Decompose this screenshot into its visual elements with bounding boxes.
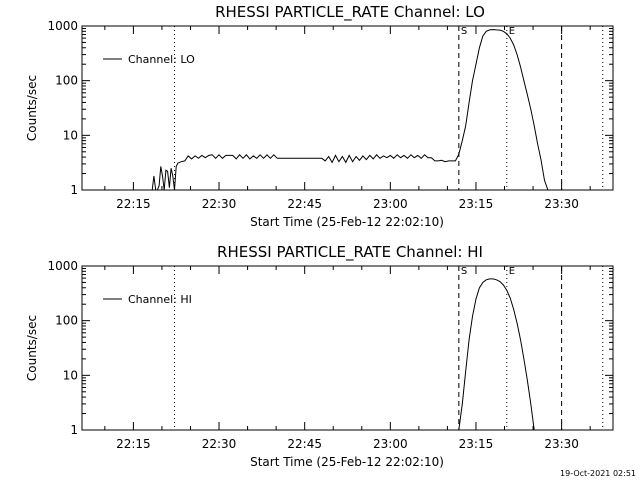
chart-panel-lo: RHESSI PARTICLE_RATE Channel: LO Start T… bbox=[25, 3, 614, 229]
x-tick-label-lo: 22:45 bbox=[287, 197, 322, 211]
y-axis-label-hi: Counts/sec bbox=[25, 315, 39, 381]
x-tick-label-lo: 23:15 bbox=[459, 197, 494, 211]
chart-title-hi: RHESSI PARTICLE_RATE Channel: HI bbox=[217, 243, 483, 262]
y-tick-label-lo: 1 bbox=[70, 183, 78, 197]
chart-panel-hi: RHESSI PARTICLE_RATE Channel: HI Start T… bbox=[25, 243, 614, 469]
footer-timestamp: 19-Oct-2021 02:51 bbox=[560, 469, 636, 478]
x-tick-label-hi: 22:30 bbox=[202, 437, 237, 451]
x-tick-label-hi: 22:45 bbox=[287, 437, 322, 451]
x-tick-label-hi: 22:15 bbox=[116, 437, 151, 451]
y-tick-label-hi: 10 bbox=[63, 368, 78, 382]
x-tick-label-lo: 22:30 bbox=[202, 197, 237, 211]
x-tick-label-lo: 23:30 bbox=[544, 197, 579, 211]
x-tick-label-hi: 23:00 bbox=[373, 437, 408, 451]
event-marker-e-lo: E bbox=[509, 26, 515, 37]
y-tick-label-lo: 10 bbox=[63, 128, 78, 142]
y-axis-label-lo: Counts/sec bbox=[25, 75, 39, 141]
y-tick-label-hi: 1 bbox=[70, 423, 78, 437]
legend-label-hi: Channel: HI bbox=[128, 293, 192, 306]
y-tick-label-hi: 1000 bbox=[47, 259, 78, 273]
event-marker-s-lo: S bbox=[461, 26, 467, 37]
y-tick-label-hi: 100 bbox=[55, 314, 78, 328]
event-marker-e-hi: E bbox=[509, 266, 515, 277]
series-line-hi bbox=[458, 278, 545, 431]
x-axis-label-hi: Start Time (25-Feb-12 22:02:10) bbox=[250, 455, 444, 469]
plot-frame-lo bbox=[81, 25, 614, 191]
series-line-lo bbox=[150, 29, 562, 191]
x-axis-label-lo: Start Time (25-Feb-12 22:02:10) bbox=[250, 215, 444, 229]
plot-frame-hi bbox=[81, 265, 614, 431]
x-tick-label-lo: 22:15 bbox=[116, 197, 151, 211]
event-marker-s-hi: S bbox=[461, 266, 467, 277]
y-tick-label-lo: 100 bbox=[55, 74, 78, 88]
x-tick-label-lo: 23:00 bbox=[373, 197, 408, 211]
legend-label-lo: Channel: LO bbox=[128, 53, 195, 66]
x-tick-label-hi: 23:30 bbox=[544, 437, 579, 451]
chart-title-lo: RHESSI PARTICLE_RATE Channel: LO bbox=[215, 3, 485, 22]
y-tick-label-lo: 1000 bbox=[47, 19, 78, 33]
x-tick-label-hi: 23:15 bbox=[459, 437, 494, 451]
